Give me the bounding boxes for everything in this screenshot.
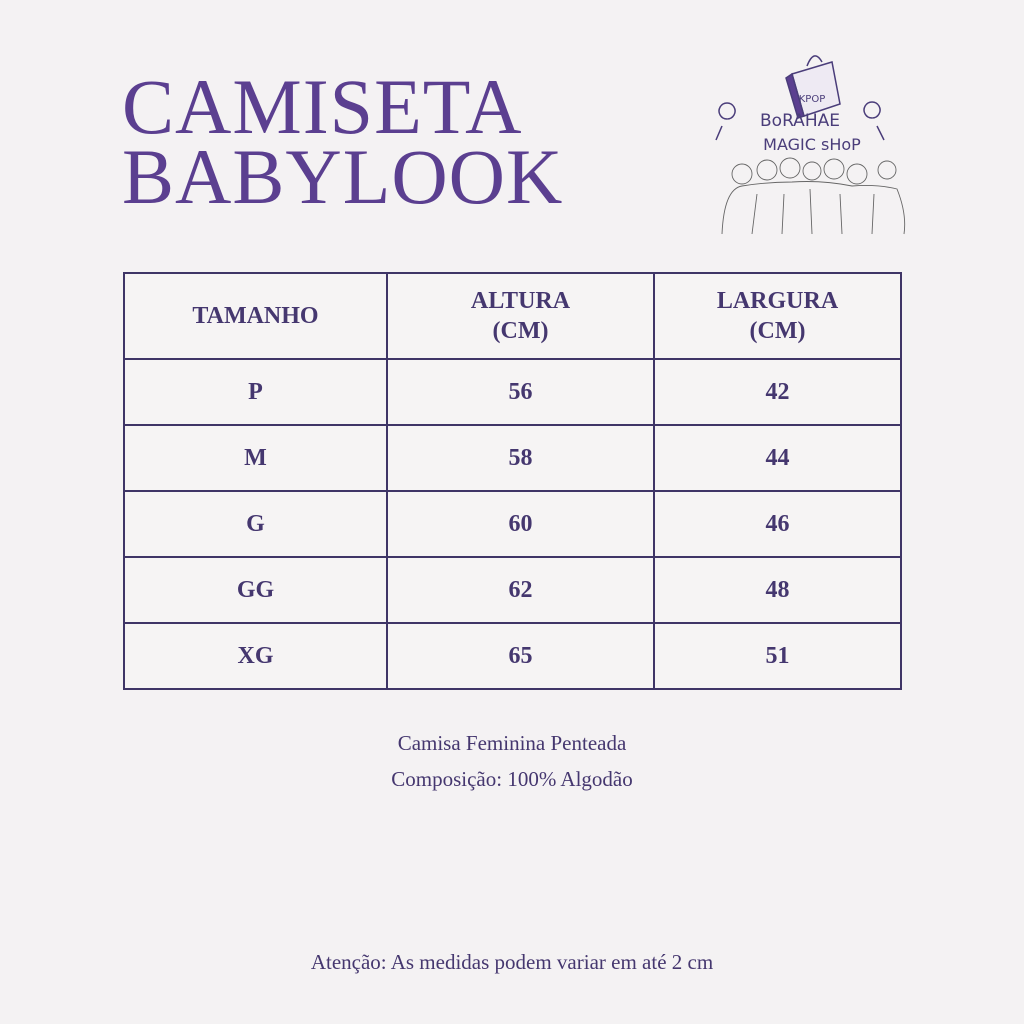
table-row: XG 65 51 [123, 622, 902, 690]
cell-size: XG [123, 622, 388, 690]
cell-altura: 58 [386, 424, 655, 492]
size-table: TAMANHO ALTURA (CM) LARGURA (CM) P 56 42 M… [123, 272, 902, 690]
page-title: CAMISETA BABYLOOK [122, 63, 564, 220]
logo-bag-text: KPOP [799, 94, 826, 105]
cell-size: P [123, 358, 388, 426]
table-row: G 60 46 [123, 490, 902, 558]
cell-altura: 60 [386, 490, 655, 558]
header-tamanho: TAMANHO [123, 272, 388, 360]
cell-altura: 65 [386, 622, 655, 690]
cell-largura: 44 [653, 424, 902, 492]
title-line-1: CAMISETA [122, 63, 523, 150]
product-description: Camisa Feminina Penteada Composição: 100… [0, 725, 1024, 797]
cell-altura: 62 [386, 556, 655, 624]
header-largura: LARGURA (CM) [653, 272, 902, 360]
cell-largura: 46 [653, 490, 902, 558]
table-row: GG 62 48 [123, 556, 902, 624]
cell-altura: 56 [386, 358, 655, 426]
table-row: P 56 42 [123, 358, 902, 426]
cell-size: GG [123, 556, 388, 624]
cell-size: G [123, 490, 388, 558]
table-row: M 58 44 [123, 424, 902, 492]
description-line-2: Composição: 100% Algodão [391, 767, 633, 791]
logo-text-bottom: MAGIC sHoP [763, 135, 861, 154]
cell-largura: 51 [653, 622, 902, 690]
cell-largura: 48 [653, 556, 902, 624]
group-illustration [721, 157, 906, 235]
title-line-2: BABYLOOK [122, 133, 564, 220]
cell-size: M [123, 424, 388, 492]
logo-text-top: BoRAHAE [760, 111, 840, 131]
table-header-row: TAMANHO ALTURA (CM) LARGURA (CM) [123, 272, 902, 360]
description-line-1: Camisa Feminina Penteada [397, 731, 627, 755]
measurement-warning: Atenção: As medidas podem variar em até … [310, 950, 714, 974]
cell-largura: 42 [653, 358, 902, 426]
header-altura: ALTURA (CM) [386, 272, 655, 360]
borahae-magic-shop-logo: KPOP BoRAHAE MAGIC sHoP [715, 55, 906, 235]
